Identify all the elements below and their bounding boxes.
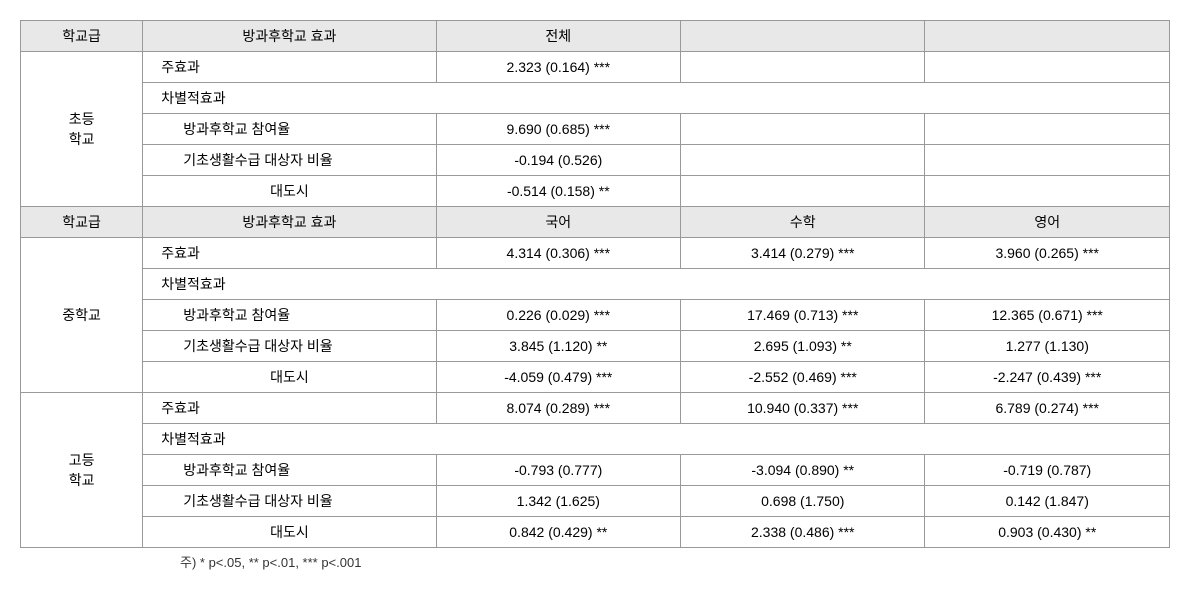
- header-empty-1: [681, 21, 925, 52]
- row-differential: 차별적효과: [143, 83, 1170, 114]
- cell-value: -0.514 (0.158) **: [436, 176, 680, 207]
- table-row: 차별적효과: [21, 83, 1170, 114]
- header-math: 수학: [681, 207, 925, 238]
- cell-value: 12.365 (0.671) ***: [925, 300, 1170, 331]
- cell-value: -4.059 (0.479) ***: [436, 362, 680, 393]
- row-differential: 차별적효과: [143, 269, 1170, 300]
- row-participation: 방과후학교 참여율: [143, 114, 436, 145]
- row-participation: 방과후학교 참여율: [143, 455, 436, 486]
- table-row: 대도시 0.842 (0.429) ** 2.338 (0.486) *** 0…: [21, 517, 1170, 548]
- row-main-effect: 주효과: [143, 393, 436, 424]
- row-basic: 기초생활수급 대상자 비율: [143, 331, 436, 362]
- table-row: 방과후학교 참여율 9.690 (0.685) ***: [21, 114, 1170, 145]
- effects-table: 학교급 방과후학교 효과 전체 초등 학교 주효과 2.323 (0.164) …: [20, 20, 1170, 548]
- header-english: 영어: [925, 207, 1170, 238]
- school-high: 고등 학교: [21, 393, 143, 548]
- row-city: 대도시: [143, 176, 436, 207]
- cell-value: 0.226 (0.029) ***: [436, 300, 680, 331]
- cell-value: 17.469 (0.713) ***: [681, 300, 925, 331]
- cell-value: 9.690 (0.685) ***: [436, 114, 680, 145]
- cell-value: 8.074 (0.289) ***: [436, 393, 680, 424]
- row-main-effect: 주효과: [143, 238, 436, 269]
- cell-value: 0.698 (1.750): [681, 486, 925, 517]
- header-row-2: 학교급 방과후학교 효과 국어 수학 영어: [21, 207, 1170, 238]
- cell-value: 0.842 (0.429) **: [436, 517, 680, 548]
- table-row: 기초생활수급 대상자 비율 3.845 (1.120) ** 2.695 (1.…: [21, 331, 1170, 362]
- cell-value: -0.719 (0.787): [925, 455, 1170, 486]
- row-city: 대도시: [143, 362, 436, 393]
- cell-value: [925, 114, 1170, 145]
- row-basic: 기초생활수급 대상자 비율: [143, 145, 436, 176]
- cell-value: -2.247 (0.439) ***: [925, 362, 1170, 393]
- cell-value: [681, 52, 925, 83]
- row-differential: 차별적효과: [143, 424, 1170, 455]
- cell-value: 3.960 (0.265) ***: [925, 238, 1170, 269]
- header-effect: 방과후학교 효과: [143, 21, 436, 52]
- table-row: 대도시 -0.514 (0.158) **: [21, 176, 1170, 207]
- cell-value: 2.695 (1.093) **: [681, 331, 925, 362]
- table-row: 대도시 -4.059 (0.479) *** -2.552 (0.469) **…: [21, 362, 1170, 393]
- cell-value: [681, 176, 925, 207]
- cell-value: 1.277 (1.130): [925, 331, 1170, 362]
- header-level: 학교급: [21, 21, 143, 52]
- cell-value: [925, 52, 1170, 83]
- cell-value: 3.845 (1.120) **: [436, 331, 680, 362]
- row-city: 대도시: [143, 517, 436, 548]
- row-participation: 방과후학교 참여율: [143, 300, 436, 331]
- footnote: 주) * p<.05, ** p<.01, *** p<.001: [20, 552, 1170, 571]
- cell-value: -2.552 (0.469) ***: [681, 362, 925, 393]
- cell-value: [681, 114, 925, 145]
- header-level-2: 학교급: [21, 207, 143, 238]
- cell-value: 6.789 (0.274) ***: [925, 393, 1170, 424]
- cell-value: 0.903 (0.430) **: [925, 517, 1170, 548]
- cell-value: -0.194 (0.526): [436, 145, 680, 176]
- cell-value: 2.338 (0.486) ***: [681, 517, 925, 548]
- table-row: 차별적효과: [21, 424, 1170, 455]
- school-middle: 중학교: [21, 238, 143, 393]
- row-main-effect: 주효과: [143, 52, 436, 83]
- table-row: 기초생활수급 대상자 비율 -0.194 (0.526): [21, 145, 1170, 176]
- cell-value: 2.323 (0.164) ***: [436, 52, 680, 83]
- header-row-1: 학교급 방과후학교 효과 전체: [21, 21, 1170, 52]
- table-row: 고등 학교 주효과 8.074 (0.289) *** 10.940 (0.33…: [21, 393, 1170, 424]
- table-row: 방과후학교 참여율 0.226 (0.029) *** 17.469 (0.71…: [21, 300, 1170, 331]
- cell-value: [681, 145, 925, 176]
- cell-value: -0.793 (0.777): [436, 455, 680, 486]
- cell-value: 10.940 (0.337) ***: [681, 393, 925, 424]
- header-total: 전체: [436, 21, 680, 52]
- cell-value: 3.414 (0.279) ***: [681, 238, 925, 269]
- table-row: 초등 학교 주효과 2.323 (0.164) ***: [21, 52, 1170, 83]
- header-effect-2: 방과후학교 효과: [143, 207, 436, 238]
- cell-value: 1.342 (1.625): [436, 486, 680, 517]
- cell-value: [925, 145, 1170, 176]
- cell-value: -3.094 (0.890) **: [681, 455, 925, 486]
- table-row: 방과후학교 참여율 -0.793 (0.777) -3.094 (0.890) …: [21, 455, 1170, 486]
- table-row: 차별적효과: [21, 269, 1170, 300]
- header-korean: 국어: [436, 207, 680, 238]
- cell-value: 4.314 (0.306) ***: [436, 238, 680, 269]
- table-row: 중학교 주효과 4.314 (0.306) *** 3.414 (0.279) …: [21, 238, 1170, 269]
- row-basic: 기초생활수급 대상자 비율: [143, 486, 436, 517]
- cell-value: [925, 176, 1170, 207]
- school-elementary: 초등 학교: [21, 52, 143, 207]
- cell-value: 0.142 (1.847): [925, 486, 1170, 517]
- header-empty-2: [925, 21, 1170, 52]
- table-row: 기초생활수급 대상자 비율 1.342 (1.625) 0.698 (1.750…: [21, 486, 1170, 517]
